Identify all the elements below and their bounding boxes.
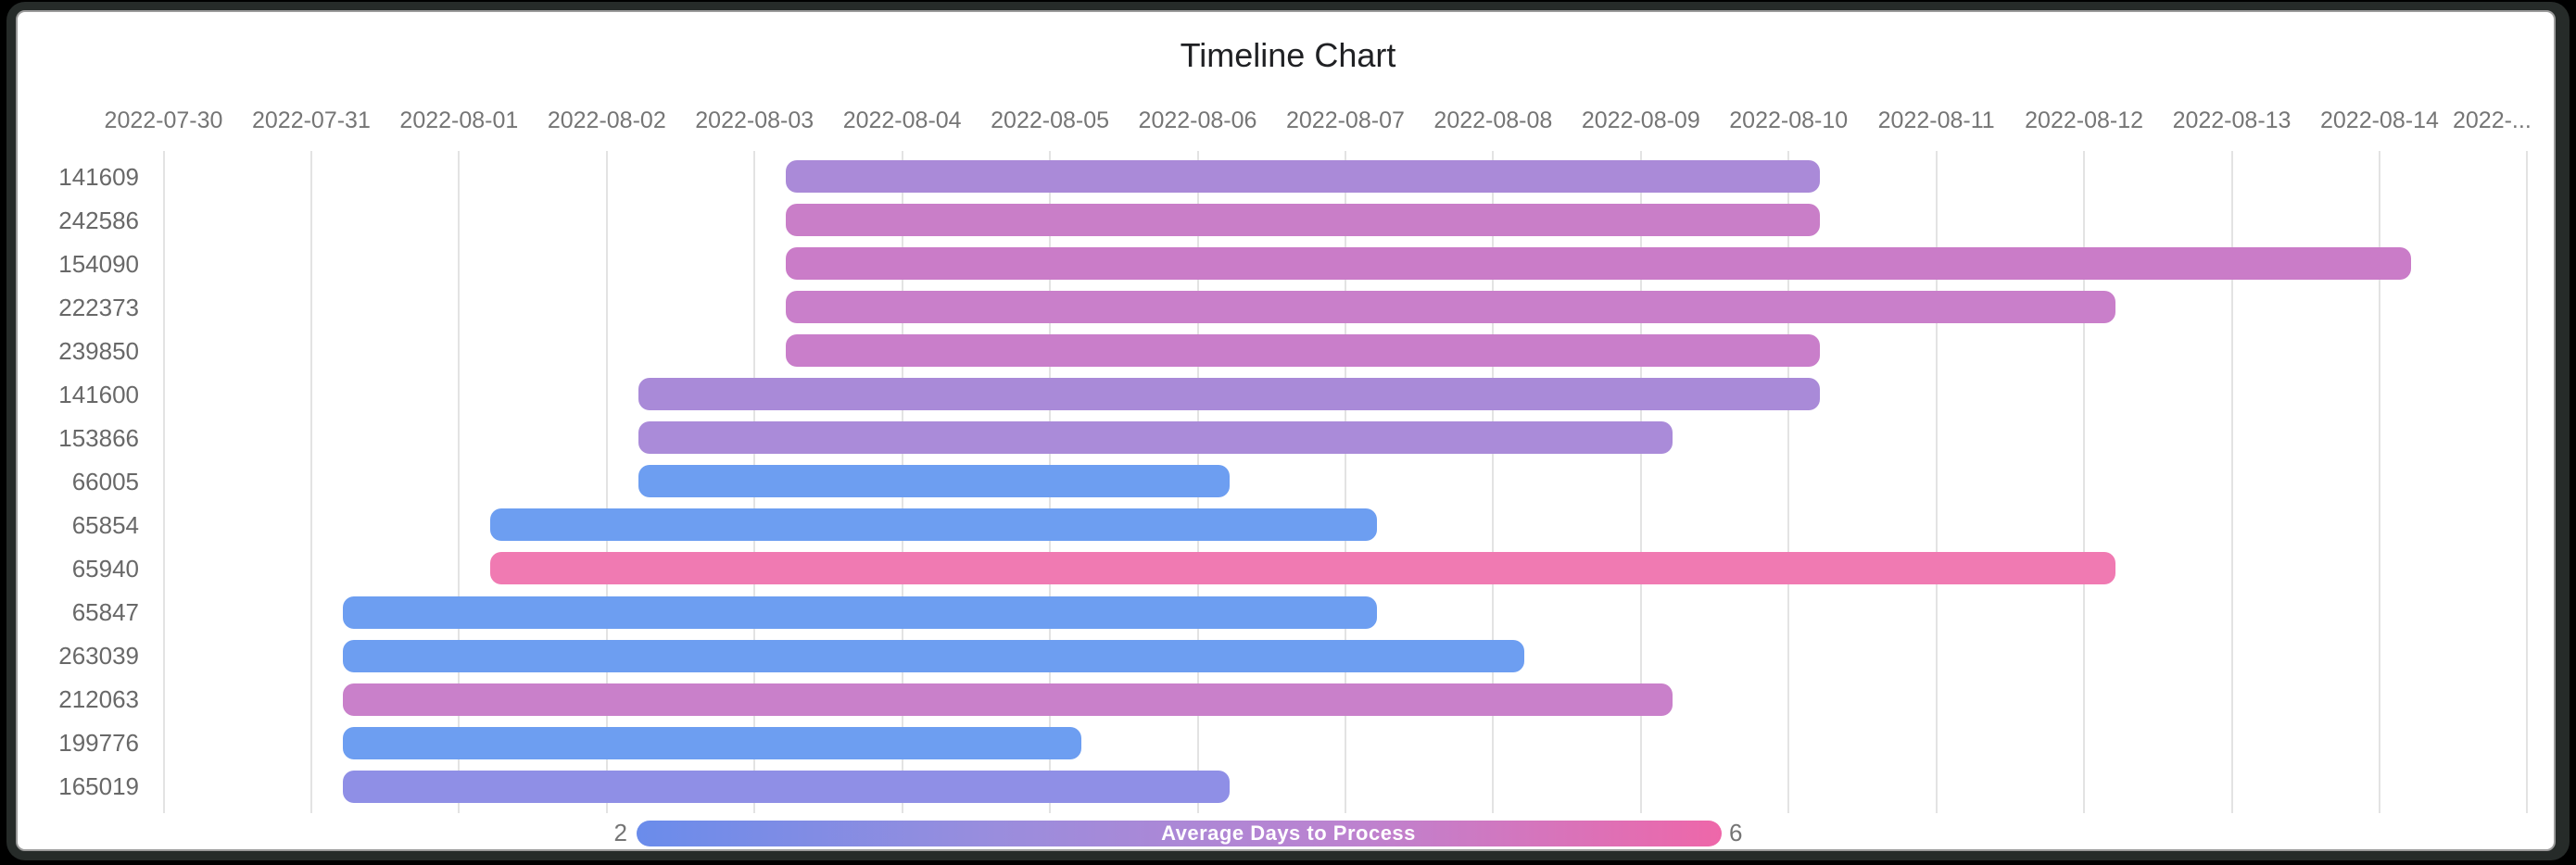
x-axis-tick-label: 2022-08-13 [2172,107,2292,133]
gridline [1787,151,1790,813]
timeline-bar[interactable] [342,639,1525,672]
gridline [458,151,461,813]
timeline-bar[interactable] [342,770,1230,803]
gridline [2230,151,2233,813]
x-axis-tick-label: 2022-08-10 [1729,107,1849,133]
timeline-bar[interactable] [786,247,2411,281]
x-axis-tick-label: 2022-... [2452,107,2532,133]
x-axis-tick-label: 2022-08-09 [1581,107,1700,133]
row-label: 242586 [58,206,139,234]
gridline [1492,151,1495,813]
gridline [309,151,312,813]
timeline-bar[interactable] [638,421,1673,455]
row-label: 141600 [58,380,139,408]
timeline-bar[interactable] [786,291,2116,324]
timeline-bar[interactable] [786,160,1821,193]
x-axis-tick-label: 2022-08-06 [1138,107,1257,133]
row-label: 263039 [58,642,139,671]
timeline-bar[interactable] [786,204,1821,237]
gridline [605,151,608,813]
chart-title: Timeline Chart [1180,36,1396,74]
row-label: 65940 [71,554,139,583]
legend-gradient-bar: Average Days to Process [637,821,1722,846]
row-label: 154090 [58,249,139,278]
x-axis-tick-label: 2022-08-14 [2319,107,2439,133]
x-axis-tick-label: 2022-07-30 [104,107,223,133]
row-label: 199776 [58,729,139,758]
x-axis-tick-label: 2022-08-05 [991,107,1110,133]
x-axis-tick-label: 2022-08-12 [2025,107,2144,133]
timeline-bar[interactable] [638,378,1821,411]
row-label: 65847 [71,598,139,626]
gridline [2526,151,2529,813]
timeline-bar[interactable] [342,595,1377,629]
row-label: 212063 [58,685,139,714]
row-label: 165019 [58,772,139,801]
x-axis-tick-label: 2022-08-11 [1877,107,1995,133]
timeline-bar[interactable] [638,465,1230,498]
gridline [1639,151,1642,813]
row-label: 65854 [71,510,139,539]
timeline-bar[interactable] [342,726,1082,759]
timeline-bar[interactable] [786,334,1821,368]
legend-max-label: 6 [1729,819,1743,846]
timeline-bar[interactable] [490,508,1377,542]
x-axis-tick-label: 2022-08-02 [547,107,666,133]
x-axis-tick-label: 2022-08-07 [1285,107,1405,133]
x-axis-tick-label: 2022-08-01 [399,107,519,133]
gridline [1935,151,1938,813]
row-label: 222373 [58,293,139,321]
row-label: 141609 [58,162,139,191]
timeline-bar[interactable] [342,683,1673,716]
gridline [2378,151,2380,813]
x-axis-tick-label: 2022-08-08 [1433,107,1553,133]
timeline-bar[interactable] [490,552,2116,585]
legend-min-label: 2 [613,819,627,846]
gridline [162,151,165,813]
x-axis-tick-label: 2022-07-31 [251,107,371,133]
x-axis-tick-label: 2022-08-03 [695,107,814,133]
x-axis-tick-label: 2022-08-04 [842,107,962,133]
gridline [1344,151,1346,813]
row-label: 153866 [58,423,139,452]
legend-title: Average Days to Process [1161,821,1416,845]
row-label: 66005 [71,467,139,495]
row-label: 239850 [58,336,139,365]
gridline [2083,151,2086,813]
